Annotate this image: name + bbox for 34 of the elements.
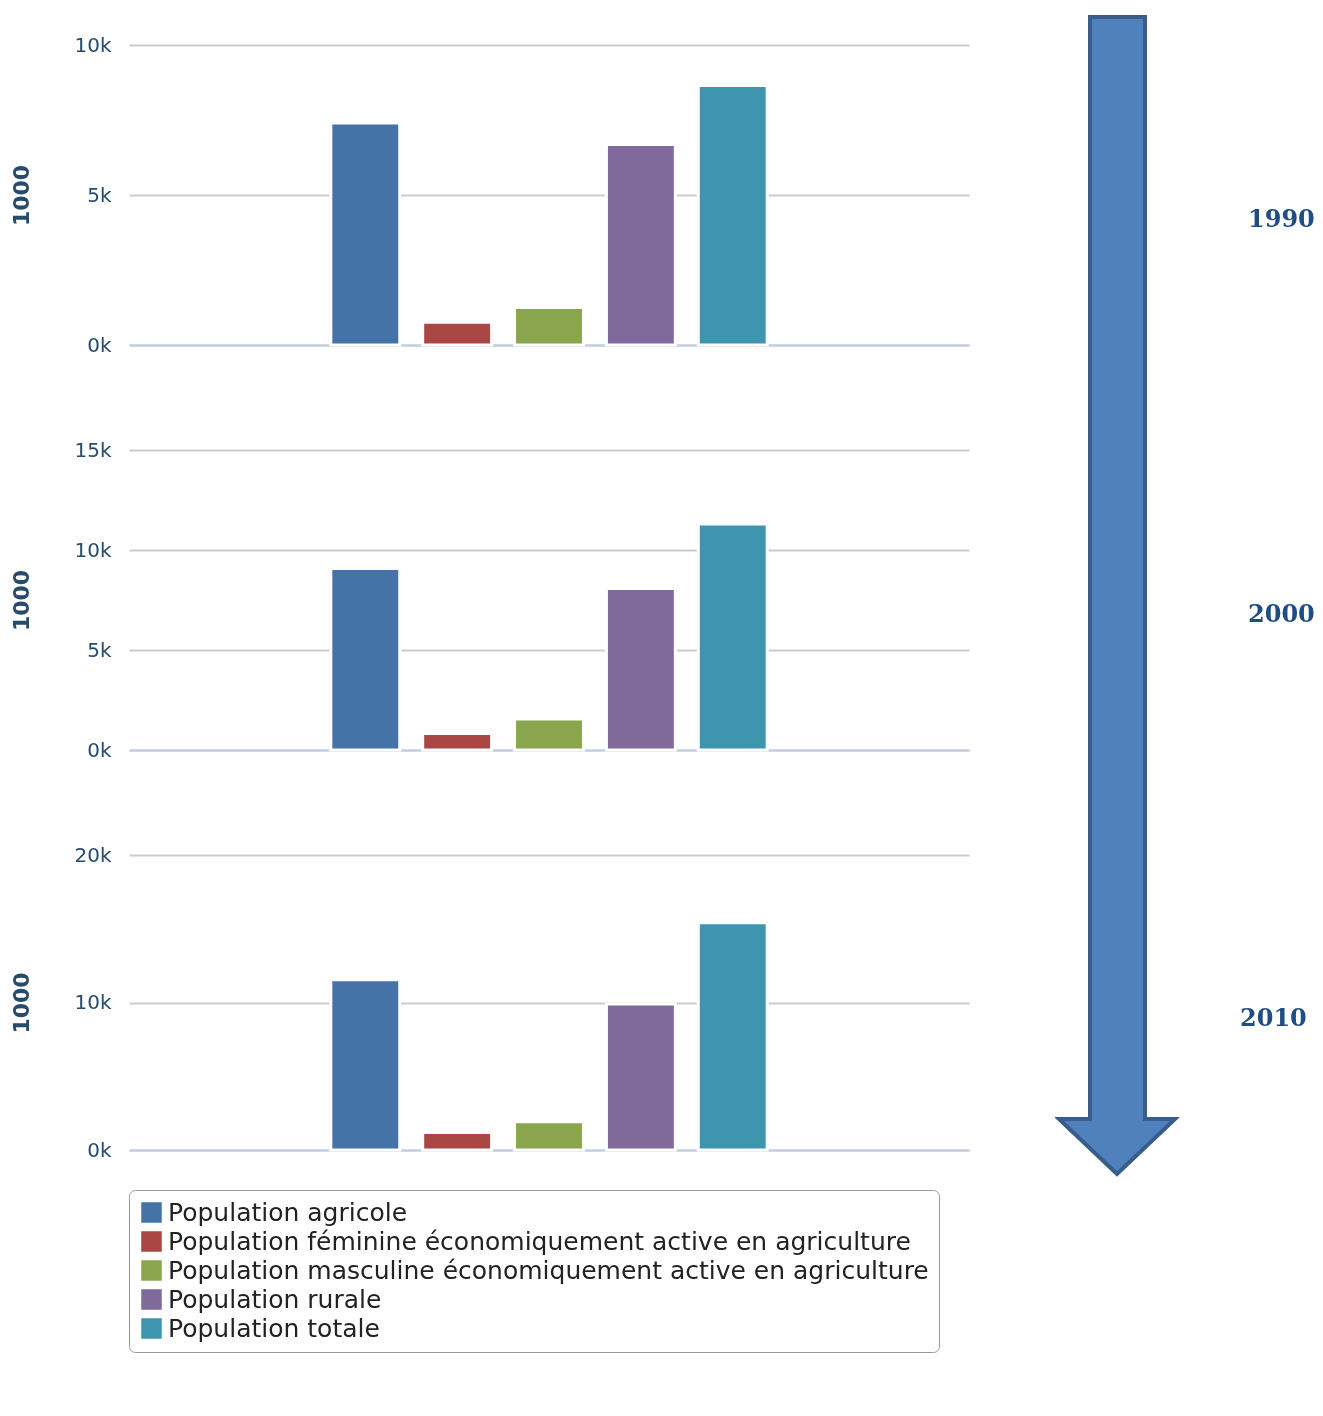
y-tick-label: 10k (74, 990, 112, 1014)
y-tick-label: 15k (74, 437, 112, 462)
y-tick-label: 10k (74, 537, 112, 562)
bar (696, 522, 769, 752)
bar (329, 978, 402, 1152)
bar (513, 717, 585, 752)
bar (696, 84, 769, 347)
y-tick-label: 10k (74, 32, 112, 57)
y-tick-label: 5k (87, 637, 112, 662)
text: 2010 (1240, 1003, 1307, 1033)
text: 2000 (1248, 599, 1315, 628)
y-tick-label: 20k (74, 842, 112, 867)
bar (604, 1002, 677, 1152)
bar (421, 320, 494, 347)
bar (329, 121, 402, 347)
y-axis-title: 1000 (9, 569, 35, 632)
legend-label: Population masculine économiquement active en agriculture (168, 1255, 929, 1285)
bar (513, 1120, 585, 1152)
legend-label: Population agricole (168, 1197, 408, 1227)
bar (604, 587, 677, 752)
legend-label: Population totale (168, 1313, 380, 1343)
bar (513, 306, 585, 347)
y-axis-title: 1000 (9, 972, 35, 1034)
bar (604, 143, 677, 347)
y-tick-label: 0k (87, 1137, 112, 1162)
y-tick-label: 5k (87, 182, 112, 207)
legend-label: Population rurale (168, 1284, 382, 1314)
text: 1990 (1248, 204, 1315, 233)
y-axis-title: 1000 (9, 164, 35, 227)
y-tick-label: 0k (87, 737, 112, 762)
bar (421, 732, 494, 752)
bar (696, 921, 769, 1152)
y-tick-label: 0k (87, 332, 112, 357)
legend-label: Population féminine économiquement active en agriculture (168, 1226, 911, 1256)
